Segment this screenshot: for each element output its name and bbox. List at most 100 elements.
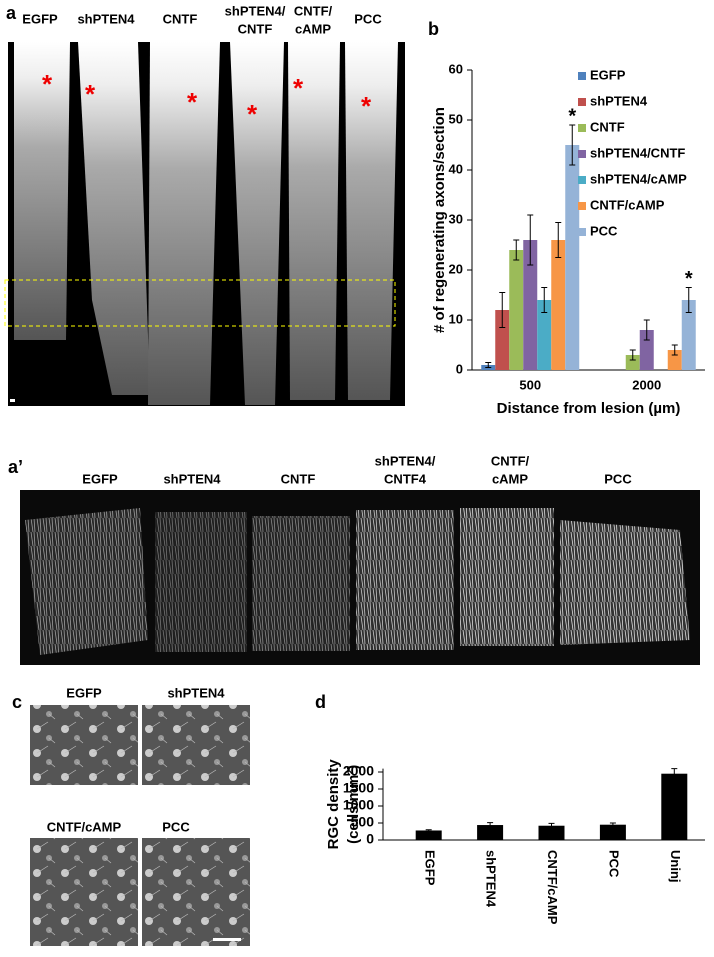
image-label: CNTF [163,11,198,26]
panel-letter: d [315,692,326,712]
image-label: CNTF4 [384,471,427,486]
legend-label: PCC [590,223,618,238]
x-tick-label: shPTEN4 [484,850,499,908]
image-label: shPTEN4/ [225,3,286,18]
image-label: cAMP [492,471,528,486]
y-tick-label: 50 [449,111,463,126]
legend-swatch [578,228,586,236]
image [142,705,250,785]
image-label: EGFP [22,11,58,26]
y-axis-label: (cells/mm²) [345,765,362,844]
y-tick-label: 60 [449,61,463,76]
y-tick-label: 40 [449,161,463,176]
bar [538,825,565,840]
image-label: EGFP [82,471,118,486]
x-tick-label: EGFP [422,850,437,886]
legend-swatch [578,150,586,158]
image-label: cAMP [295,21,331,36]
bar [415,830,442,840]
error-bar [671,768,678,780]
bar [661,773,688,840]
scale-bar [10,399,15,402]
asterisk: * [85,79,96,109]
asterisk: * [187,87,198,117]
error-bar [671,344,678,356]
panel-letter: b [428,19,439,39]
bar [681,300,696,370]
asterisk: * [361,91,372,121]
asterisk: * [247,99,258,129]
error-bar [609,822,616,827]
x-tick-label: PCC [606,850,621,878]
y-tick-label: 1500 [343,780,374,796]
bar [523,240,538,370]
image-label: shPTEN4/ [375,453,436,468]
legend-swatch [578,124,586,132]
error-bar [499,292,506,328]
legend-label: EGFP [590,67,626,82]
bar [495,310,510,370]
error-bar [487,822,494,828]
legend-swatch [578,176,586,184]
scale-bar [213,938,241,941]
image [30,705,138,785]
asterisk: * [42,69,53,99]
legend-swatch [578,72,586,80]
y-tick-label: 1000 [343,797,374,813]
image [30,838,138,946]
error-bar [541,287,548,313]
y-tick-label: 20 [449,261,463,276]
bar [537,300,552,370]
x-tick-label: 2000 [632,377,661,392]
bar [551,240,566,370]
error-bar [629,349,636,361]
x-axis-label: Distance from lesion (µm) [497,400,681,417]
image-label: PCC [162,819,190,834]
legend-label: shPTEN4 [590,93,648,108]
legend-label: shPTEN4/cAMP [590,171,687,186]
selection-box [4,279,396,327]
legend-label: CNTF/cAMP [590,197,665,212]
bar [639,330,654,370]
y-tick-label: 0 [456,361,463,376]
legend-swatch [578,98,586,106]
error-bar [548,822,555,829]
error-bar [425,829,432,832]
y-tick-label: 0 [366,831,374,847]
y-tick-label: 10 [449,311,463,326]
bar [625,355,640,370]
y-tick-label: 30 [449,211,463,226]
asterisk: * [293,73,304,103]
image-label: CNTF [238,21,273,36]
image-label: CNTF/ [491,453,530,468]
x-tick-label: 500 [519,377,541,392]
bar [477,825,504,840]
legend-label: CNTF [590,119,625,134]
y-tick-label: 2000 [343,763,374,779]
y-tick-label: 500 [351,814,375,830]
image-label: shPTEN4 [163,471,221,486]
image-label: CNTF [281,471,316,486]
x-tick-label: Uninj [668,850,683,883]
bar [565,145,580,370]
bar [667,350,682,370]
image-label: CNTF/cAMP [47,819,122,834]
annotation: * [568,105,576,127]
error-bar [685,287,692,313]
legend-label: shPTEN4/CNTF [590,145,685,160]
legend-swatch [578,202,586,210]
error-bar [513,239,520,261]
image-label: PCC [354,11,382,26]
bar [599,824,626,840]
y-axis-label: RGC density [325,759,342,850]
image-label: shPTEN4 [77,11,135,26]
bar [509,250,524,370]
image-label: shPTEN4 [167,685,225,700]
image [142,838,250,946]
image-label: PCC [604,471,632,486]
x-tick-label: CNTF/cAMP [545,850,560,925]
panel-letter: c [12,692,22,712]
y-axis-label: # of regenerating axons/section [431,107,448,333]
image-label: CNTF/ [294,3,333,18]
error-bar [569,124,576,166]
